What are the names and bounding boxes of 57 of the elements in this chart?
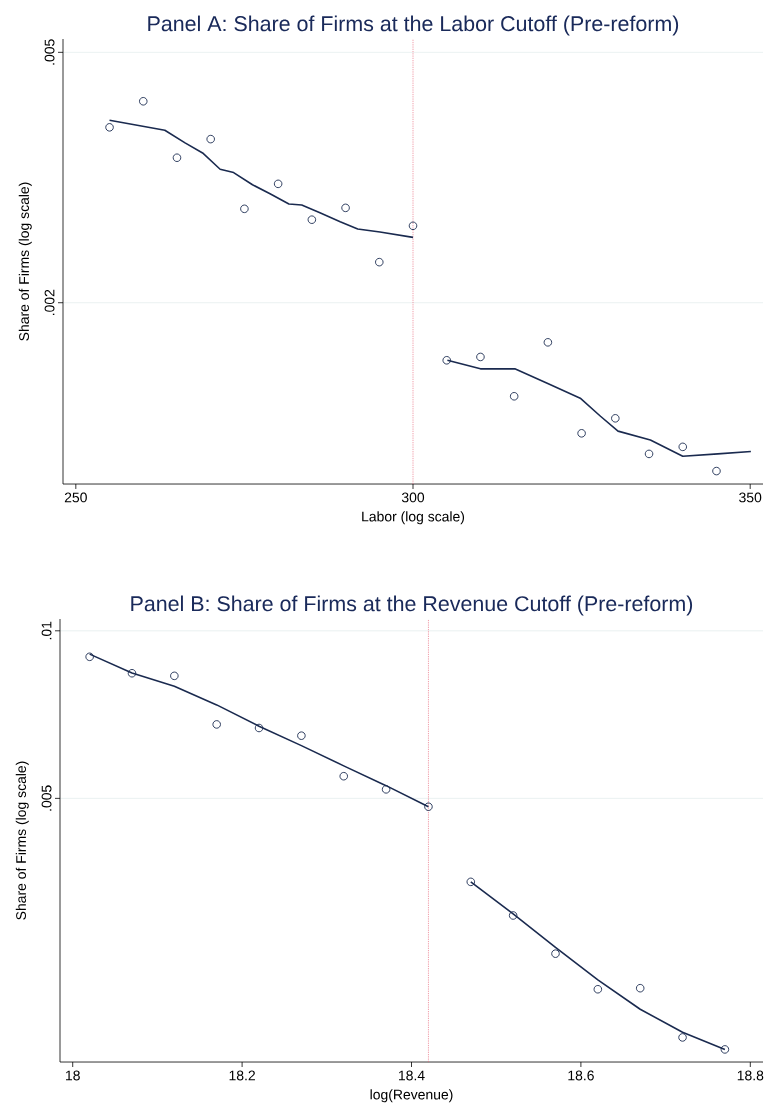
x-tick-label: 18.2 [229,1070,255,1081]
point [678,442,688,452]
point [508,911,518,920]
point [139,97,148,106]
x-tick-label: 18.4 [398,1070,425,1081]
point [254,723,264,733]
point [476,352,485,362]
point [551,949,560,958]
y-tick-label: .002 [44,289,55,316]
line-series [88,653,430,808]
point [424,802,433,811]
point [341,203,350,213]
point [307,215,317,224]
y-tick-label: .005 [41,785,52,811]
point [297,731,306,740]
x-tick-label: 350 [739,492,762,503]
line-series [108,119,414,239]
point [509,392,519,401]
line-series [446,359,752,458]
x-axis-title: log(Revenue) [370,1089,453,1103]
point [466,877,476,887]
x-tick-label: 18.8 [737,1070,764,1081]
point [85,652,94,662]
point [635,983,645,993]
point [712,466,721,476]
x-tick-label: 18.6 [568,1070,594,1081]
point [127,669,137,678]
point [644,449,654,459]
point [105,123,114,132]
point [678,1033,687,1042]
point [720,1045,730,1054]
x-tick-label: 18 [66,1070,80,1081]
point [170,671,179,681]
point [577,429,586,438]
point [240,204,249,214]
y-axis-title: Share of Firms (log scale) [15,761,29,920]
point [593,985,603,994]
x-axis-title: Labor (log scale) [362,511,465,525]
point [212,720,221,729]
point [442,356,451,365]
y-axis-title: Share of Firms (log scale) [18,182,32,341]
point [273,179,283,189]
point [611,414,620,423]
chart-title: Panel A: Share of Firms at the Labor Cutoff (Pre-reform) [148,15,679,36]
point [339,771,348,781]
x-tick-label: 250 [64,492,87,503]
point [172,153,182,162]
point [543,338,553,347]
y-tick-label: .01 [41,621,52,640]
point [381,785,391,794]
point [408,221,418,231]
chart-title: Panel B: Share of Firms at the Revenue Cutoff (Pre-reform) [131,595,693,616]
y-tick-label: .005 [44,39,55,65]
line-series [469,881,726,1051]
point [375,257,384,267]
x-tick-label: 300 [401,492,425,503]
point [206,134,215,144]
